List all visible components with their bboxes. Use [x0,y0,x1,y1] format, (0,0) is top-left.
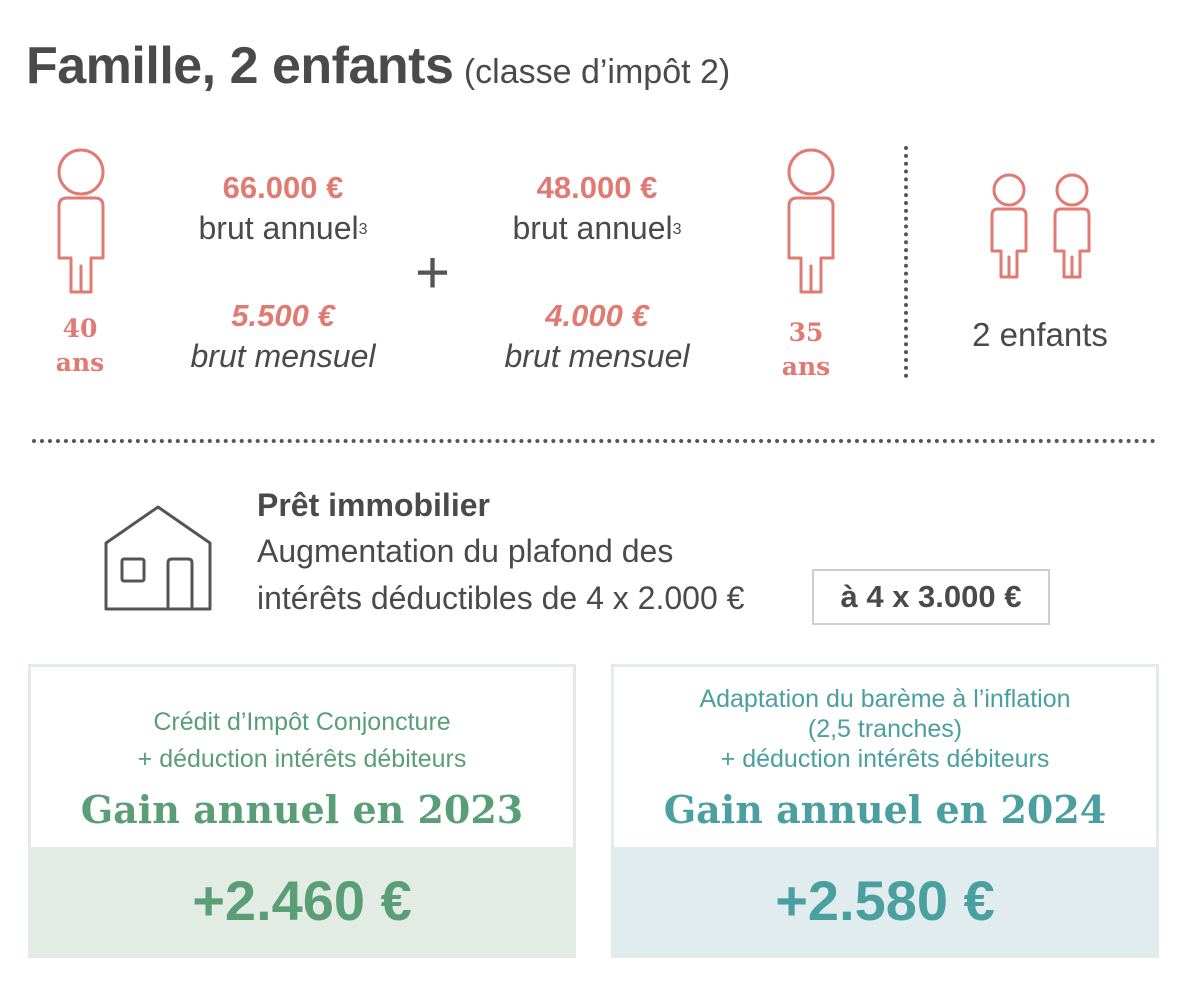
salary-right-monthly: 4.000 € brut mensuel [457,296,737,376]
loan-description-line2: intérêts déductibles de 4 x 2.000 € [257,580,745,616]
monthly-amount-right: 4.000 € [545,298,649,333]
gain-title-2023: Gain annuel en 2023 [80,787,524,832]
title-main: Famille, 2 enfants [26,37,454,95]
salary-left-monthly: 5.500 € brut mensuel [143,296,423,376]
salary-left: 66.000 € brut annuel3 [143,168,423,248]
annual-amount-left: 66.000 € [222,170,344,205]
child-person-icon [1053,173,1091,279]
adult-person-icon [57,148,105,294]
annual-label-right: brut annuel3 [512,210,682,246]
annual-amount-right: 48.000 € [536,170,658,205]
card-description-line: (2,5 tranches) [807,715,963,743]
age-left: 40 ans [40,312,120,380]
footnote-right: 3 [672,221,682,238]
gain-card-2023: Crédit d’Impôt Conjoncture + déduction i… [28,664,576,958]
age-right-number: 35 [788,318,824,347]
gain-value-2023: +2.460 € [31,847,573,955]
footnote-left: 3 [358,221,368,238]
card-description-line: + déduction intérêts débiteurs [720,745,1050,773]
age-left-unit: ans [55,348,105,377]
age-right-unit: ans [781,352,831,381]
monthly-label-left: brut mensuel [190,338,376,374]
card-description-line: Adaptation du barème à l’inflation [699,685,1071,713]
gain-title-2024: Gain annuel en 2024 [663,787,1107,832]
monthly-label-right: brut mensuel [504,338,690,374]
adult-person-icon [787,148,835,294]
plus-sign: + [415,239,451,306]
horizontal-divider [32,439,1156,443]
title-subtitle: (classe d’impôt 2) [463,53,731,91]
gain-value-2024: +2.580 € [614,847,1156,955]
salary-right: 48.000 € brut annuel3 [457,168,737,248]
card-description-line: + déduction intérêts débiteurs [137,745,467,773]
children-label: 2 enfants [972,316,1108,353]
age-left-number: 40 [62,314,98,343]
child-person-icon [990,173,1028,279]
loan-title: Prêt immobilier [257,487,490,523]
house-icon [104,505,212,611]
monthly-amount-left: 5.500 € [231,298,335,333]
age-right: 35 ans [766,316,846,384]
annual-label-left: brut annuel3 [198,210,368,246]
loan-description-line1: Augmentation du plafond des [257,533,674,569]
vertical-divider [904,146,908,378]
page-title: Famille, 2 enfants (classe d’impôt 2) [26,36,730,96]
card-description-line: Crédit d’Impôt Conjoncture [153,708,451,736]
gain-card-2024: Adaptation du barème à l’inflation (2,5 … [611,664,1159,958]
loan-new-value: à 4 x 3.000 € [812,569,1050,625]
